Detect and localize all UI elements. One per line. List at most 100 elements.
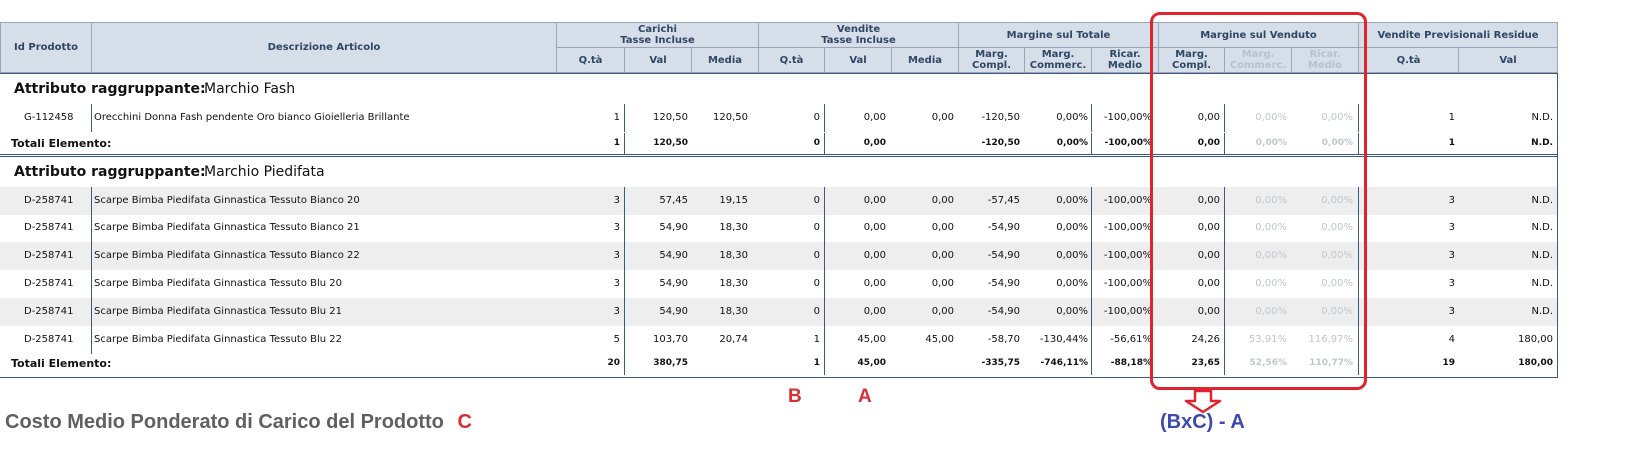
table-cell-p_qta: 1	[1448, 112, 1455, 123]
table-cell-mt_comm: -130,44%	[1039, 334, 1088, 345]
totals-cell-c_val: 120,50	[653, 138, 688, 148]
table-cell-mv_comm: 0,00%	[1255, 278, 1287, 289]
table-cell-mv_comm: 0,00%	[1255, 222, 1287, 233]
column-divider	[91, 187, 92, 215]
table-cell-v_media: 0,00	[931, 306, 954, 317]
table-cell-p_qta: 3	[1448, 306, 1455, 317]
totals-cell-mt_compl: -120,50	[981, 138, 1020, 148]
col-header-mv-ricar[interactable]: Ricar. Medio	[1291, 47, 1359, 73]
column-divider	[1224, 353, 1225, 375]
column-divider	[1224, 187, 1225, 215]
table-cell-mv_compl: 0,00	[1197, 112, 1220, 123]
column-divider	[1358, 353, 1359, 375]
column-divider	[1224, 104, 1225, 132]
table-cell-mt_compl: -54,90	[987, 278, 1020, 289]
totals-cell-v_val: 0,00	[863, 138, 886, 148]
table-row-description[interactable]: Scarpe Bimba Piedifata Ginnastica Tessut…	[94, 306, 343, 317]
table-cell-p_qta: 3	[1448, 278, 1455, 289]
table-cell-v_val: 0,00	[863, 306, 886, 317]
group-header-margine-totale: Margine sul Totale	[958, 22, 1159, 48]
group-attribute-value: Marchio Fash	[204, 81, 296, 97]
totals-cell-p_val: N.D.	[1531, 138, 1553, 148]
column-divider	[91, 242, 92, 270]
table-row-id[interactable]: D-258741	[24, 222, 74, 233]
table-cell-v_media: 0,00	[931, 250, 954, 261]
table-cell-mt_comm: 0,00%	[1056, 112, 1088, 123]
table-cell-mt_comm: 0,00%	[1056, 195, 1088, 206]
column-divider	[1358, 326, 1359, 354]
table-row-description[interactable]: Scarpe Bimba Piedifata Ginnastica Tessut…	[94, 222, 360, 233]
column-divider	[824, 242, 825, 270]
col-header-prev-qta[interactable]: Q.tà	[1358, 47, 1459, 73]
col-header-vendite-qta[interactable]: Q.tà	[758, 47, 825, 73]
table-row-id[interactable]: D-258741	[24, 306, 74, 317]
col-header-mt-ricar[interactable]: Ricar. Medio	[1091, 47, 1159, 73]
group-header-vendite-previsionali: Vendite Previsionali Residue	[1358, 22, 1558, 48]
annotation-letter-a: A	[858, 386, 872, 407]
table-row-description[interactable]: Scarpe Bimba Piedifata Ginnastica Tessut…	[94, 278, 343, 289]
table-cell-v_qta: 1	[813, 334, 820, 345]
table-cell-mt_compl: -54,90	[987, 306, 1020, 317]
col-header-mv-compl[interactable]: Marg. Compl.	[1158, 47, 1225, 73]
col-header-vendite-val[interactable]: Val	[824, 47, 892, 73]
col-header-mt-commerc[interactable]: Marg. Commerc.	[1024, 47, 1092, 73]
table-cell-p_val: N.D.	[1531, 306, 1553, 317]
table-cell-mt_compl: -57,45	[987, 195, 1020, 206]
table-row-id[interactable]: D-258741	[24, 278, 74, 289]
table-cell-mt_ricar: -56,61%	[1110, 334, 1152, 345]
table-cell-mt_comm: 0,00%	[1056, 306, 1088, 317]
col-header-vendite-media[interactable]: Media	[891, 47, 959, 73]
col-header-carichi-val[interactable]: Val	[624, 47, 692, 73]
column-divider	[1358, 187, 1359, 215]
col-header-descrizione[interactable]: Descrizione Articolo	[91, 22, 557, 73]
table-cell-p_val: 180,00	[1518, 334, 1553, 345]
table-cell-c_qta: 3	[613, 222, 620, 233]
table-cell-c_media: 120,50	[713, 112, 748, 123]
column-divider	[91, 104, 92, 132]
col-header-id-prodotto[interactable]: Id Prodotto	[0, 22, 92, 73]
totals-cell-mt_comm: 0,00%	[1056, 138, 1088, 148]
table-cell-mt_ricar: -100,00%	[1103, 306, 1152, 317]
table-cell-c_qta: 3	[613, 250, 620, 261]
column-divider	[624, 242, 625, 270]
table-row-description[interactable]: Scarpe Bimba Piedifata Ginnastica Tessut…	[94, 334, 343, 345]
column-divider	[1358, 104, 1359, 132]
annotation-letter-b: B	[788, 386, 802, 407]
footer-text: Costo Medio Ponderato di Carico del Prod…	[5, 411, 444, 433]
col-header-carichi-media[interactable]: Media	[691, 47, 759, 73]
column-divider	[1091, 104, 1092, 132]
table-cell-mt_ricar: -100,00%	[1103, 222, 1152, 233]
table-cell-mt_comm: 0,00%	[1056, 250, 1088, 261]
table-cell-c_qta: 1	[613, 112, 620, 123]
table-cell-mv_ricar: 0,00%	[1321, 250, 1353, 261]
group-header-carichi: Carichi Tasse Incluse	[556, 22, 759, 48]
totals-label: Totali Elemento:	[11, 357, 112, 370]
table-row-id[interactable]: D-258741	[24, 334, 74, 345]
totals-cell-mt_comm: -746,11%	[1040, 358, 1088, 368]
table-row-description[interactable]: Scarpe Bimba Piedifata Ginnastica Tessut…	[94, 250, 360, 261]
table-cell-v_qta: 0	[813, 250, 820, 261]
col-header-prev-val[interactable]: Val	[1458, 47, 1558, 73]
column-divider	[824, 133, 825, 155]
totals-cell-p_qta: 1	[1448, 138, 1455, 148]
col-header-carichi-qta[interactable]: Q.tà	[556, 47, 625, 73]
table-cell-c_val: 54,90	[659, 306, 688, 317]
column-divider	[824, 353, 825, 375]
table-cell-v_qta: 0	[813, 195, 820, 206]
table-row-description[interactable]: Scarpe Bimba Piedifata Ginnastica Tessut…	[94, 195, 360, 206]
table-row-description[interactable]: Orecchini Donna Fash pendente Oro bianco…	[94, 112, 410, 123]
col-header-mt-compl[interactable]: Marg. Compl.	[958, 47, 1025, 73]
table-cell-p_val: N.D.	[1531, 278, 1553, 289]
table-row-id[interactable]: D-258741	[24, 195, 74, 206]
totals-cell-v_val: 45,00	[857, 358, 886, 368]
table-row-id[interactable]: G-112458	[24, 112, 74, 123]
col-header-mv-commerc[interactable]: Marg. Commerc.	[1224, 47, 1292, 73]
table-cell-mt_ricar: -100,00%	[1103, 195, 1152, 206]
column-divider	[1091, 353, 1092, 375]
column-divider	[1224, 214, 1225, 242]
column-divider	[1358, 298, 1359, 326]
column-divider	[91, 270, 92, 298]
table-cell-v_media: 0,00	[931, 278, 954, 289]
table-row-id[interactable]: D-258741	[24, 250, 74, 261]
column-divider	[824, 104, 825, 132]
